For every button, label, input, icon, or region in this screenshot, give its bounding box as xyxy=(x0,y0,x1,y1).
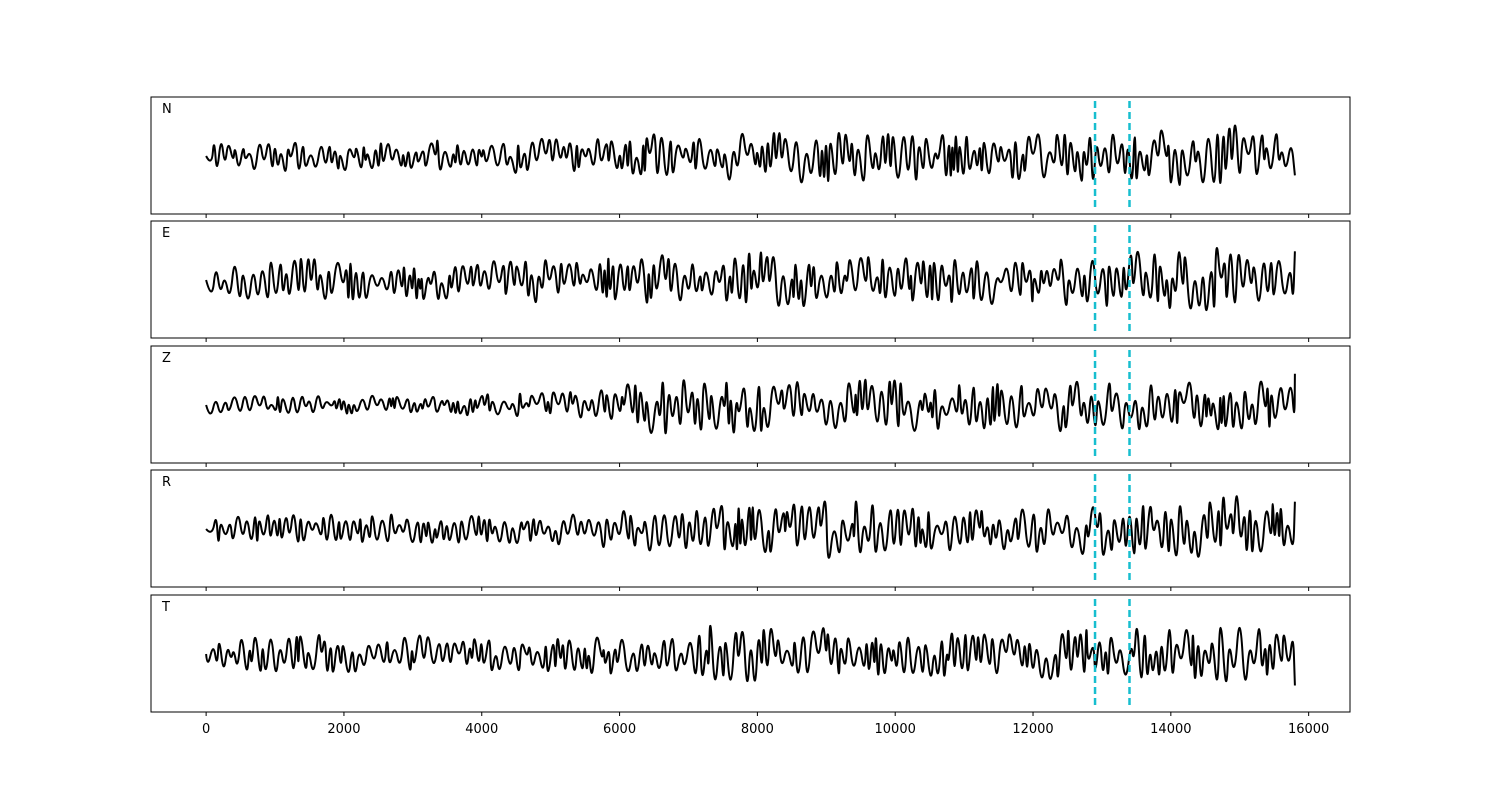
trace-r xyxy=(205,495,1296,559)
panel-label: R xyxy=(162,475,171,490)
panel-label: E xyxy=(162,226,170,241)
x-axis: 0 2000 4000 6000 8000 10000 12000 14000 16000 xyxy=(202,722,1329,737)
x-tick-label: 14000 xyxy=(1150,722,1191,737)
x-tick-label: 16000 xyxy=(1288,722,1329,737)
x-tick-label: 8000 xyxy=(741,722,774,737)
panel-frame xyxy=(150,220,1351,339)
x-tick-label: 0 xyxy=(202,722,210,737)
panel-r: R xyxy=(150,469,1351,591)
panel-label: Z xyxy=(162,351,171,366)
panels-group: N E Z R T xyxy=(150,96,1351,716)
panel-z: Z xyxy=(150,345,1351,467)
panel-t: T xyxy=(150,594,1351,716)
panel-frame xyxy=(150,96,1351,215)
x-tick-label: 4000 xyxy=(465,722,498,737)
x-tick-label: 6000 xyxy=(603,722,636,737)
trace-n xyxy=(205,124,1296,186)
panel-label: T xyxy=(161,600,170,615)
panel-frame xyxy=(150,345,1351,464)
panel-frame xyxy=(150,594,1351,713)
panel-n: N xyxy=(150,96,1351,218)
panel-frame xyxy=(150,469,1351,588)
panel-e: E xyxy=(150,220,1351,342)
x-tick-label: 10000 xyxy=(875,722,916,737)
panel-label: N xyxy=(162,102,172,117)
x-tick-label: 12000 xyxy=(1012,722,1053,737)
x-tick-label: 2000 xyxy=(327,722,360,737)
trace-e xyxy=(205,246,1296,312)
trace-t xyxy=(205,625,1296,686)
trace-z xyxy=(205,373,1296,435)
